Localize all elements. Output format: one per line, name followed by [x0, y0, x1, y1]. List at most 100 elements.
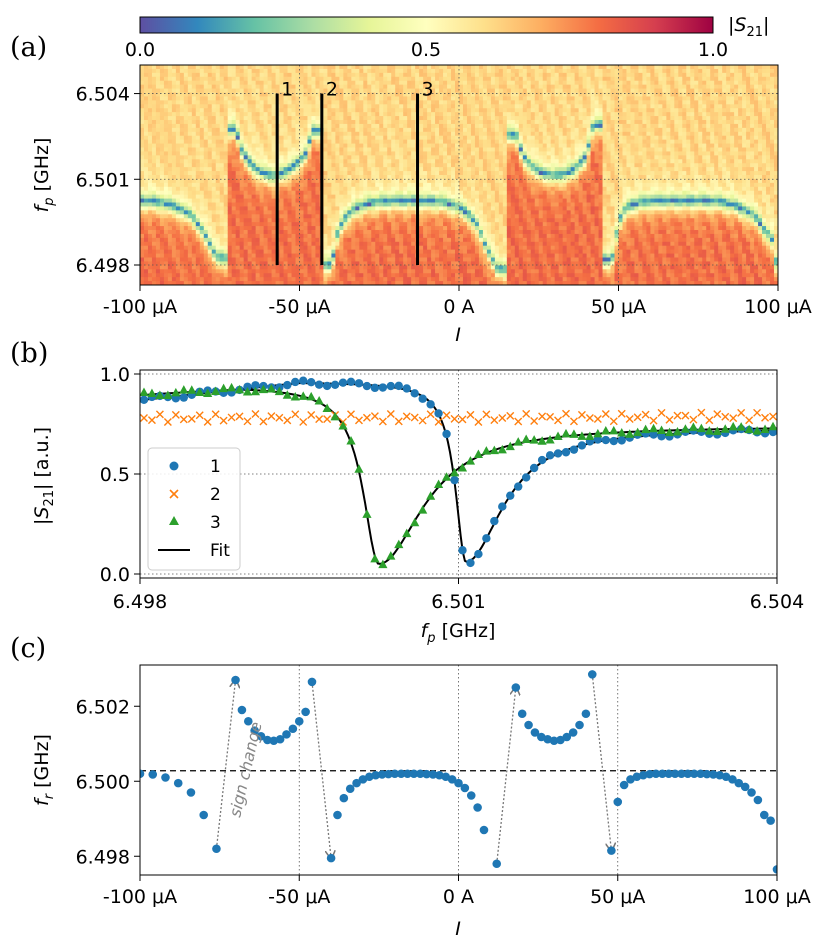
heatmap-cell [427, 241, 432, 247]
heatmap-cell [219, 222, 225, 227]
heatmap-cell [287, 281, 292, 285]
heatmap-cell [379, 245, 384, 251]
heatmap-cell [311, 233, 316, 239]
heatmap-cell [251, 190, 257, 196]
heatmap-cell [335, 139, 340, 144]
heatmap-cell [443, 147, 448, 152]
heatmap-cell [335, 190, 340, 196]
heatmap-cell [275, 277, 280, 282]
heatmap-cell [391, 143, 396, 148]
heatmap-cell [399, 178, 404, 184]
heatmap-cell [490, 104, 496, 109]
heatmap-cell [151, 139, 157, 144]
heatmap-cell [339, 249, 344, 254]
heatmap-cell [339, 273, 344, 278]
heatmap-cell [207, 261, 213, 266]
heatmap-cell [391, 265, 396, 270]
heatmap-cell [443, 139, 448, 144]
heatmap-cell [347, 108, 352, 113]
heatmap-cell [379, 120, 384, 125]
heatmap-cell [486, 167, 492, 172]
heatmap-cell [403, 116, 408, 121]
heatmap-cell [459, 222, 464, 227]
heatmap-cell [219, 159, 225, 164]
heatmap-cell [151, 120, 157, 125]
heatmap-cell [247, 104, 253, 109]
heatmap-cell [462, 226, 468, 231]
heatmap-cell [291, 120, 296, 125]
heatmap-cell [407, 68, 412, 74]
heatmap-cell [155, 237, 161, 243]
heatmap-cell [140, 76, 145, 82]
heatmap-cell [207, 249, 213, 254]
heatmap-cell [419, 155, 424, 160]
heatmap-cell [267, 226, 272, 231]
heatmap-cell [474, 226, 480, 231]
heatmap-cell [140, 167, 145, 172]
heatmap-cell [379, 194, 384, 199]
heatmap-cell [299, 175, 304, 180]
heatmap-cell [375, 72, 380, 78]
heatmap-cell [363, 167, 368, 172]
heatmap-cell [447, 92, 452, 97]
heatmap-cell [203, 281, 209, 285]
heatmap-cell [439, 265, 444, 270]
heatmap-cell [459, 72, 464, 78]
heatmap-cell [235, 281, 241, 285]
heatmap-cell [239, 269, 245, 274]
heatmap-cell [211, 233, 217, 239]
heatmap-cell [486, 178, 492, 184]
heatmap-cell [163, 171, 169, 176]
heatmap-cell [451, 230, 456, 235]
heatmap-cell [279, 265, 284, 270]
heatmap-cell [251, 155, 257, 160]
heatmap-cell [171, 218, 177, 223]
heatmap-cell [451, 147, 456, 152]
heatmap-cell [399, 281, 404, 285]
heatmap-cell [147, 222, 153, 227]
heatmap-cell [411, 147, 416, 152]
heatmap-cell [267, 237, 272, 243]
heatmap-cell [231, 277, 237, 282]
heatmap-cell [407, 190, 412, 196]
heatmap-cell [474, 104, 480, 109]
heatmap-cell [419, 104, 424, 109]
heatmap-cell [140, 269, 145, 274]
heatmap-cell [219, 104, 225, 109]
heatmap-cell [363, 269, 368, 274]
heatmap-cell [470, 277, 476, 282]
heatmap-cell [287, 135, 292, 141]
heatmap-cell [315, 233, 320, 239]
heatmap-cell [443, 190, 448, 196]
heatmap-cell [215, 230, 221, 235]
heatmap-cell [279, 123, 284, 129]
heatmap-cell [207, 230, 213, 235]
heatmap-cell [451, 100, 456, 105]
heatmap-cell [251, 163, 257, 168]
heatmap-cell [151, 281, 157, 285]
heatmap-cell [482, 123, 488, 129]
heatmap-cell [279, 190, 284, 196]
heatmap-cell [363, 265, 368, 270]
heatmap-cell [215, 88, 221, 93]
heatmap-cell [391, 214, 396, 219]
heatmap-cell [482, 65, 488, 70]
heatmap-cell [367, 277, 372, 282]
heatmap-cell [151, 249, 157, 254]
heatmap-cell [419, 233, 424, 239]
heatmap-cell [215, 281, 221, 285]
heatmap-cell [355, 265, 360, 270]
heatmap-cell [191, 155, 197, 160]
heatmap-cell [391, 210, 396, 215]
heatmap-cell [395, 159, 400, 164]
heatmap-cell [195, 182, 201, 188]
heatmap-cell [247, 230, 253, 235]
heatmap-cell [215, 261, 221, 266]
heatmap-cell [411, 80, 416, 86]
heatmap-cell [447, 76, 452, 82]
heatmap-cell [283, 249, 288, 254]
heatmap-cell [375, 163, 380, 168]
heatmap-cell [207, 202, 213, 207]
heatmap-cell [343, 257, 348, 262]
heatmap-cell [399, 198, 404, 203]
